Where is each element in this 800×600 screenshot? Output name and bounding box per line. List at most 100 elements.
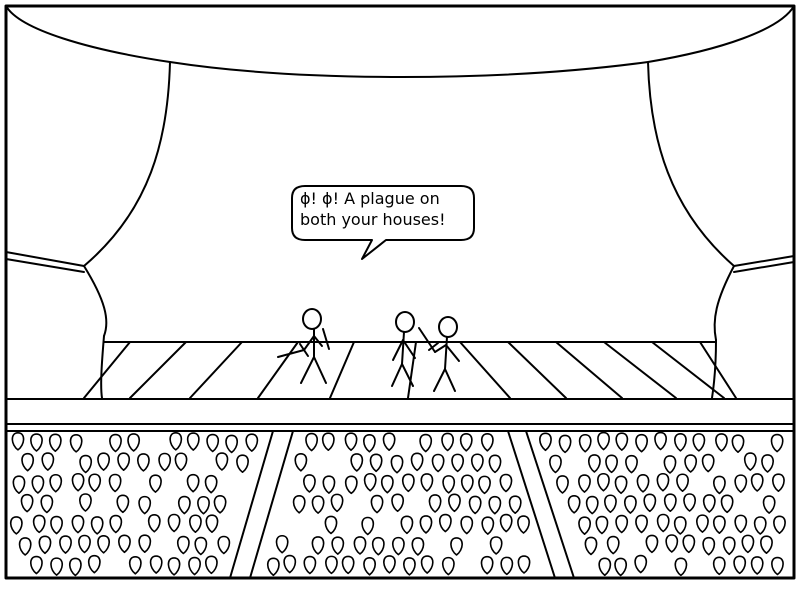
audience-head [50, 557, 64, 576]
audience-head [186, 473, 200, 493]
audience-head [556, 475, 569, 494]
audience-head [325, 555, 338, 575]
audience-head [127, 433, 141, 452]
audience-head [383, 555, 396, 574]
audience-head [674, 557, 688, 577]
audience-head [206, 433, 220, 453]
audience-head [71, 514, 85, 534]
audience-head [158, 452, 172, 472]
curtain-valance [5, 5, 795, 78]
audience-head [753, 516, 767, 535]
audience-head [97, 452, 111, 471]
audience-head [420, 555, 434, 574]
audience-head [636, 474, 650, 493]
audience-head [712, 515, 726, 534]
audience-head [330, 493, 344, 513]
audience-head [771, 556, 784, 576]
audience-head [488, 454, 502, 474]
audience-head [431, 453, 445, 473]
audience-head [606, 535, 620, 555]
audience-head [683, 493, 697, 512]
audience-head [567, 495, 581, 514]
audience-head [654, 431, 667, 451]
audience-head [598, 557, 612, 577]
audience-head [71, 472, 85, 492]
audience-head [69, 434, 83, 453]
stick-figure-middle [391, 311, 416, 387]
floor-plank-line [603, 341, 677, 399]
audience-head [623, 495, 637, 514]
audience-head [558, 434, 572, 454]
audience-head [517, 515, 530, 534]
left-curtain [5, 61, 171, 399]
audience-head [584, 536, 598, 556]
audience-head [489, 536, 503, 555]
sword [277, 349, 305, 358]
audience-head [305, 432, 319, 452]
audience-head [186, 432, 200, 451]
audience-head [371, 536, 385, 556]
audience-head [88, 473, 102, 493]
audience-head [403, 557, 416, 576]
audience-head [362, 433, 376, 453]
audience-head [441, 432, 455, 452]
audience-head [428, 494, 442, 513]
audience-head [595, 515, 609, 535]
audience-head [731, 434, 745, 453]
audience-head [138, 534, 152, 554]
audience-head [204, 555, 218, 575]
audience-head [176, 535, 190, 555]
audience-head [438, 513, 452, 533]
audience-head [712, 556, 726, 576]
audience-head [215, 452, 229, 471]
audience-head [236, 454, 249, 474]
audience-head [676, 473, 689, 493]
audience-head [370, 494, 384, 514]
head [395, 311, 415, 333]
speech-line-1: ϕ! ϕ! A plague on [300, 189, 440, 208]
floor-plank-line [651, 341, 725, 399]
floor-plank-line [699, 341, 737, 399]
audience-head [760, 535, 773, 554]
audience-head [401, 473, 415, 493]
floor-plank-line [189, 341, 243, 399]
audience-head [643, 493, 657, 513]
audience-head [615, 432, 629, 451]
audience-head [750, 556, 764, 575]
audience-head [245, 433, 259, 452]
audience-head [460, 515, 474, 535]
audience-head [692, 433, 706, 452]
speaking-stick-figure [277, 308, 330, 384]
floor-plank-line [555, 341, 623, 399]
audience-head [311, 536, 325, 555]
audience-head [499, 513, 513, 533]
audience-head [741, 534, 755, 554]
audience-head [205, 514, 219, 534]
audience-head [733, 555, 747, 575]
audience-head [48, 433, 62, 453]
audience-head [31, 475, 45, 494]
floor-planks [83, 341, 737, 399]
audience-head [682, 534, 696, 554]
audience-head [128, 555, 142, 575]
audience-head [117, 452, 131, 471]
audience-head [303, 555, 317, 575]
audience-head [411, 537, 425, 556]
audience-head [9, 516, 23, 535]
audience-head [292, 494, 306, 514]
floor-plank-line [407, 341, 417, 399]
audience-head [500, 556, 514, 576]
audience-head [597, 472, 610, 492]
audience-head [734, 514, 748, 534]
floor-plank-line [257, 341, 299, 399]
sword-hilt [299, 343, 309, 357]
floor-plank-line [83, 341, 131, 399]
audience-head [478, 475, 491, 495]
panel-frame [4, 4, 796, 580]
audience-head [480, 433, 494, 452]
audience-head [341, 555, 355, 575]
floor-plank-line [507, 341, 567, 399]
audience-head [97, 535, 111, 554]
audience-head [604, 494, 617, 514]
audience-head [656, 513, 670, 533]
